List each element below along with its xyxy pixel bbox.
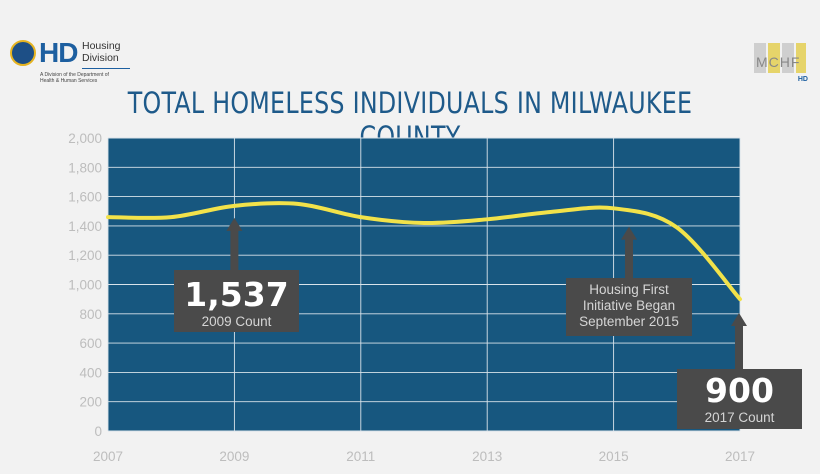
logo-org-name-line2: Division	[82, 52, 119, 64]
y-tick-label: 200	[79, 395, 102, 410]
mchf-pillar-icon	[768, 43, 780, 73]
y-tick-label: 1,200	[68, 248, 102, 263]
callout-2015-line: September 2015	[579, 314, 679, 329]
callout-2015-line: Housing First	[589, 282, 669, 297]
callout-2009-box	[174, 270, 299, 332]
y-tick-label: 1,400	[68, 219, 102, 234]
x-tick-label: 2007	[93, 449, 123, 464]
x-tick-label: 2009	[219, 449, 249, 464]
arrow-2015-head	[621, 226, 637, 240]
arrow-2017-shaft	[735, 323, 743, 372]
housing-division-logo: HD Housing Division A Division of the De…	[10, 38, 130, 88]
mchf-logo: MCHF HD	[752, 38, 810, 83]
y-tick-label: 2,000	[68, 131, 102, 146]
mchf-pillar-icon	[782, 43, 794, 73]
y-tick-label: 400	[79, 365, 102, 380]
callout-2017-value: 900	[705, 371, 774, 410]
callout-2009-value: 1,537	[184, 275, 288, 314]
x-tick-label: 2011	[346, 449, 375, 464]
logo-org-name-line1: Housing	[82, 40, 121, 52]
y-tick-label: 1,600	[68, 190, 102, 205]
logo-tagline: A Division of the Department of Health &…	[40, 72, 120, 84]
x-tick-label: 2013	[472, 449, 502, 464]
mchf-pillar-icon	[754, 43, 766, 73]
callout-2017-box	[677, 369, 802, 429]
x-tick-label: 2015	[599, 449, 629, 464]
y-tick-label: 0	[94, 424, 102, 439]
arrow-2015-shaft	[625, 236, 633, 279]
logo-tagline-line1: A Division of the Department of	[40, 72, 109, 78]
y-tick-label: 1,000	[68, 278, 102, 293]
logo-tagline-line2: Health & Human Services	[40, 78, 98, 84]
mchf-pillar-icon	[796, 43, 806, 73]
mchf-logo-text: MCHF	[756, 54, 801, 70]
y-tick-label: 600	[79, 336, 102, 351]
logo-letters: HD	[39, 37, 78, 68]
logo-divider	[82, 68, 130, 69]
x-tick-label: 2017	[725, 449, 755, 464]
logo-org-name: Housing Division	[82, 40, 121, 64]
callout-2009-label: 2009 Count	[202, 314, 272, 329]
arrow-2009-shaft	[230, 227, 239, 272]
county-seal-icon	[10, 40, 36, 66]
mchf-logo-sub: HD	[797, 76, 808, 83]
y-tick-label: 800	[79, 307, 102, 322]
arrow-2009-head	[226, 217, 243, 231]
callout-2015-box	[566, 278, 692, 336]
callout-2017-label: 2017 Count	[705, 410, 775, 425]
callout-2015-line: Initiative Began	[583, 298, 675, 313]
arrow-2017-head	[731, 313, 747, 326]
y-tick-label: 1,800	[68, 160, 102, 175]
